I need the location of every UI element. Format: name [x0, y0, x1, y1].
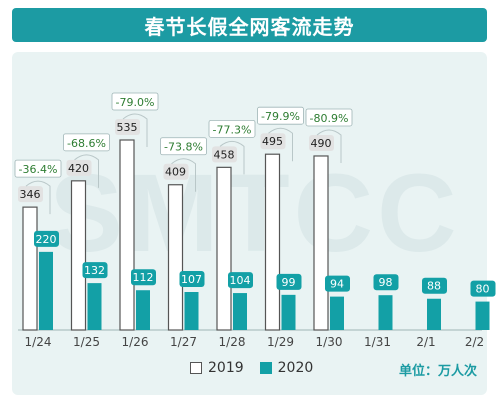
bar-2019: [167, 184, 184, 331]
value-label-2019: 409: [165, 166, 186, 179]
value-label-2020: 112: [133, 271, 154, 284]
change-connector: [219, 140, 245, 175]
value-label-2019: 420: [68, 162, 89, 175]
value-label-2020: 99: [282, 276, 296, 289]
value-label-2019: 495: [262, 135, 283, 148]
change-label: -79.0%: [116, 96, 155, 109]
change-label-bg: [257, 106, 304, 125]
bar-2020: [427, 298, 441, 330]
change-connector: [171, 158, 196, 192]
chart-title: 春节长假全网客流走势: [12, 8, 487, 42]
value-label-2020: 94: [330, 278, 344, 291]
bar-2020: [378, 295, 393, 330]
change-label-bg: [111, 92, 159, 111]
value-label-2020: 132: [84, 264, 105, 277]
value-label-2020-bg: [179, 271, 205, 287]
x-tick-label: 1/29: [267, 335, 294, 349]
x-tick-label: 1/27: [170, 335, 197, 349]
value-label-2019: 490: [311, 137, 332, 150]
value-label-2019: 535: [117, 121, 138, 134]
bar-2020: [87, 283, 102, 330]
bar-2020: [136, 290, 150, 330]
change-label: -79.9%: [261, 110, 300, 123]
change-connector: [316, 129, 342, 163]
x-tick-label: 1/26: [122, 335, 149, 349]
value-label-2019: 458: [214, 148, 235, 161]
value-label-2019: 346: [20, 188, 41, 201]
bar-2020: [475, 301, 490, 330]
value-label-2020-bg: [82, 262, 108, 279]
x-tick-label: 1/31: [364, 335, 391, 349]
bar-2019: [119, 139, 135, 331]
x-tick-label: 1/28: [219, 335, 246, 349]
change-label: -77.3%: [213, 123, 252, 136]
change-label-bg: [305, 108, 353, 127]
bar-2019: [313, 155, 329, 331]
value-label-2020: 80: [476, 283, 490, 296]
value-label-2020-bg: [325, 275, 350, 292]
bar-2020: [39, 251, 53, 330]
value-label-2020-bg: [422, 277, 447, 294]
value-label-2020-bg: [34, 230, 59, 247]
bar-2020: [233, 293, 247, 330]
value-label-2019-bg: [212, 146, 237, 163]
value-label-2019-bg: [260, 133, 286, 150]
change-label-bg: [14, 159, 62, 178]
bar-2020: [184, 292, 199, 330]
x-tick-label: 2/1: [416, 335, 435, 349]
change-label: -36.4%: [19, 163, 58, 176]
value-label-2020: 220: [36, 233, 57, 246]
bar-2019: [264, 153, 281, 331]
value-label-2020-bg: [373, 274, 399, 291]
value-label-2020: 88: [427, 280, 441, 293]
value-label-2020-bg: [276, 273, 302, 290]
legend-label-2019: 2019: [208, 360, 244, 376]
value-label-2019-bg: [163, 163, 189, 180]
bar-2020: [330, 296, 344, 330]
change-connector: [122, 113, 148, 147]
value-label-2019-bg: [115, 119, 140, 135]
bar-2020: [281, 294, 296, 330]
value-label-2019-bg: [18, 186, 43, 203]
bar-2019: [22, 206, 38, 331]
legend-swatch-2019: [190, 362, 202, 374]
value-label-2019-bg: [309, 134, 334, 151]
change-connector: [268, 127, 293, 162]
legend-label-2020: 2020: [277, 360, 314, 376]
change-label-bg: [63, 133, 110, 152]
bar-2019: [70, 180, 87, 331]
legend-swatch-2020: [259, 362, 272, 374]
change-label-bg: [160, 137, 207, 156]
change-label: -73.8%: [164, 141, 203, 154]
value-label-2020-bg: [131, 269, 156, 286]
legend: 2019 2020: [190, 360, 313, 376]
value-label-2020-bg: [228, 272, 253, 289]
change-label-bg: [208, 119, 256, 138]
x-tick-label: 1/25: [73, 335, 100, 349]
value-label-2020: 107: [181, 273, 202, 286]
value-label-2019-bg: [66, 159, 92, 176]
x-tick-label: 1/24: [25, 335, 52, 349]
unit-label: 单位：万人次: [398, 364, 477, 379]
x-tick-label: 2/2: [465, 335, 484, 349]
change-label: -80.9%: [310, 112, 349, 125]
value-label-2020: 98: [379, 276, 393, 289]
chart-panel: [12, 52, 487, 395]
x-tick-label: 1/30: [316, 335, 343, 349]
change-connector: [25, 180, 51, 215]
change-label: -68.6%: [67, 137, 106, 150]
change-connector: [74, 154, 99, 188]
value-label-2020-bg: [470, 280, 496, 297]
value-label-2020: 104: [230, 274, 251, 287]
bar-2019: [216, 166, 232, 331]
